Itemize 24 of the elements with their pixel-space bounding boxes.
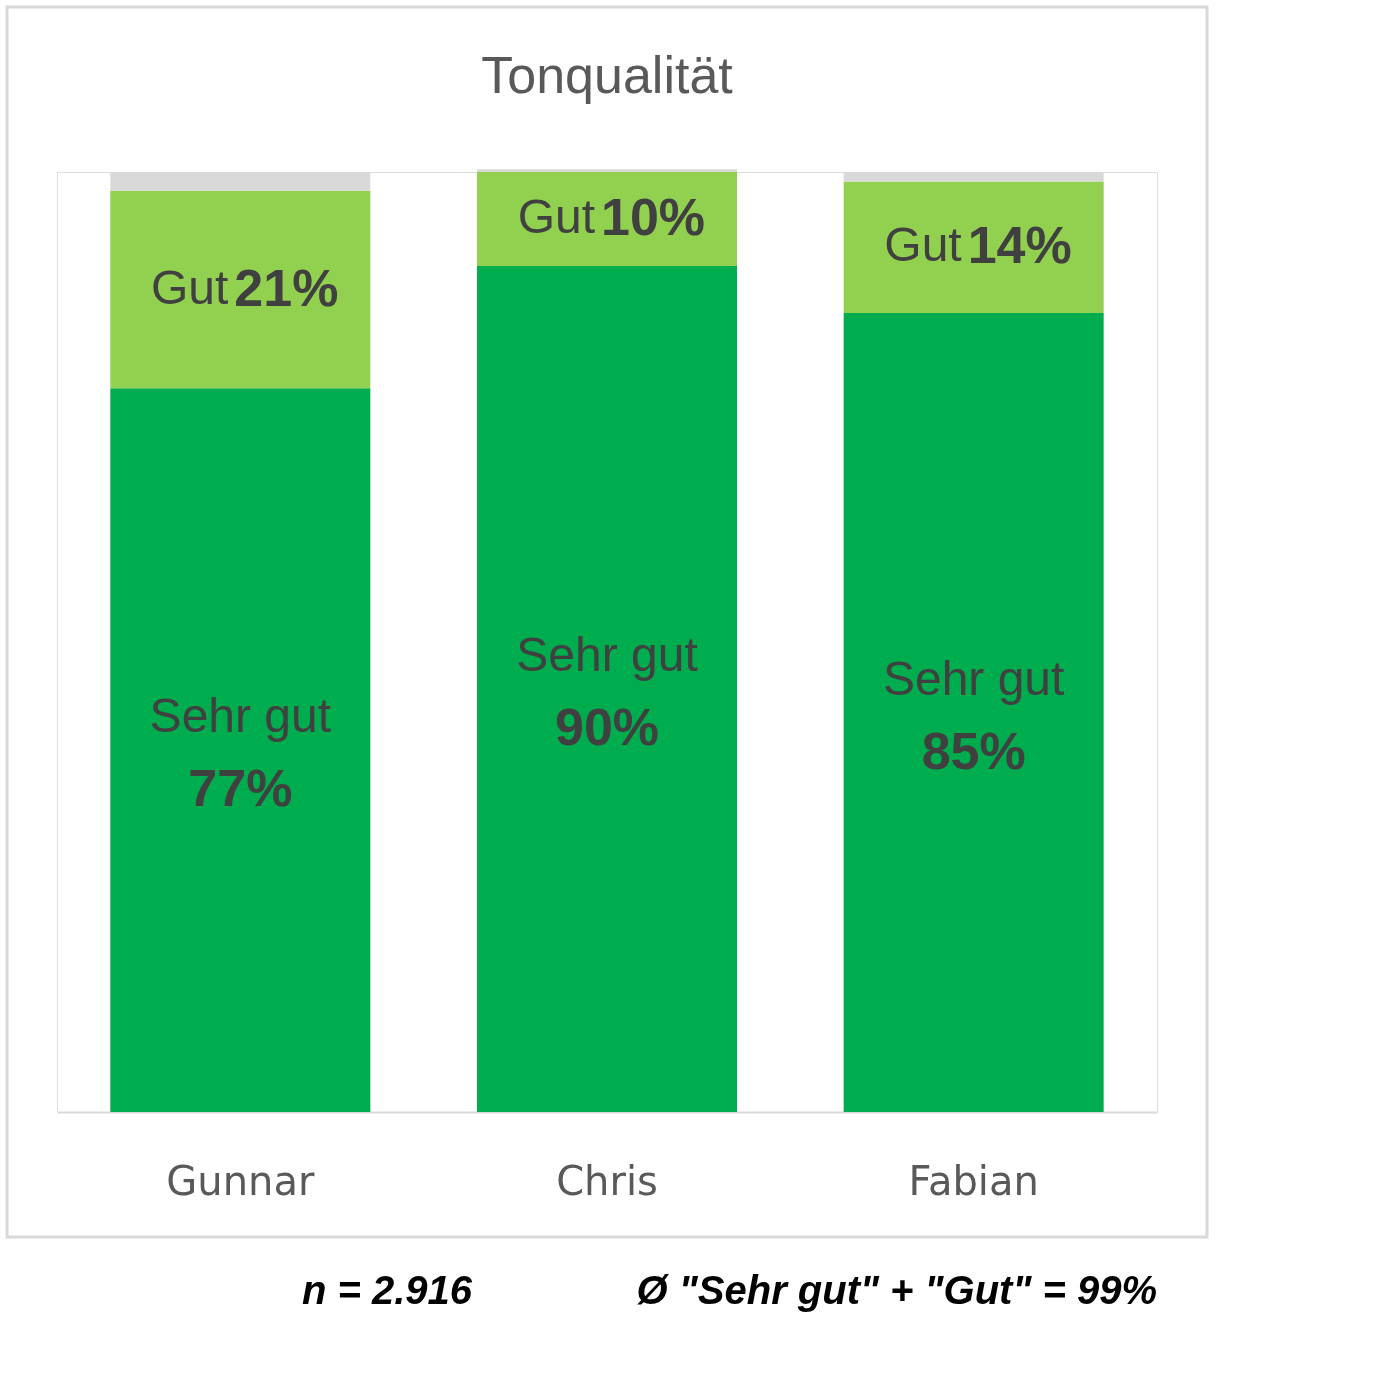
text: Sehr gut: [516, 628, 698, 681]
text: Gut: [150, 260, 229, 314]
data-label: 90%: [554, 698, 660, 756]
series-label: Sehr gut: [149, 689, 332, 743]
chart-title: Tonqualität: [481, 46, 734, 104]
text: Gut: [884, 218, 962, 272]
data-label: 85%: [921, 721, 1026, 780]
bar: [477, 266, 737, 1112]
text: Ø "Sehr gut" + "Gut" = 99%: [636, 1268, 1157, 1312]
series-label: Gut: [517, 190, 595, 243]
x-tick-label: Fabian: [908, 1157, 1039, 1204]
bar: [477, 169, 737, 172]
text: Sehr gut: [882, 651, 1065, 705]
bar: [843, 313, 1104, 1112]
x-tick-label: Chris: [556, 1157, 658, 1204]
text: n = 2.916: [301, 1268, 473, 1312]
data-label: 14%: [967, 216, 1072, 275]
bar: [110, 388, 371, 1112]
bar: [110, 190, 371, 389]
bar: [843, 181, 1104, 313]
x-tick-label: Gunnar: [166, 1157, 315, 1204]
data-label: 10%: [601, 188, 706, 246]
data-label: 77%: [188, 759, 293, 818]
data-label: 21%: [234, 258, 339, 317]
